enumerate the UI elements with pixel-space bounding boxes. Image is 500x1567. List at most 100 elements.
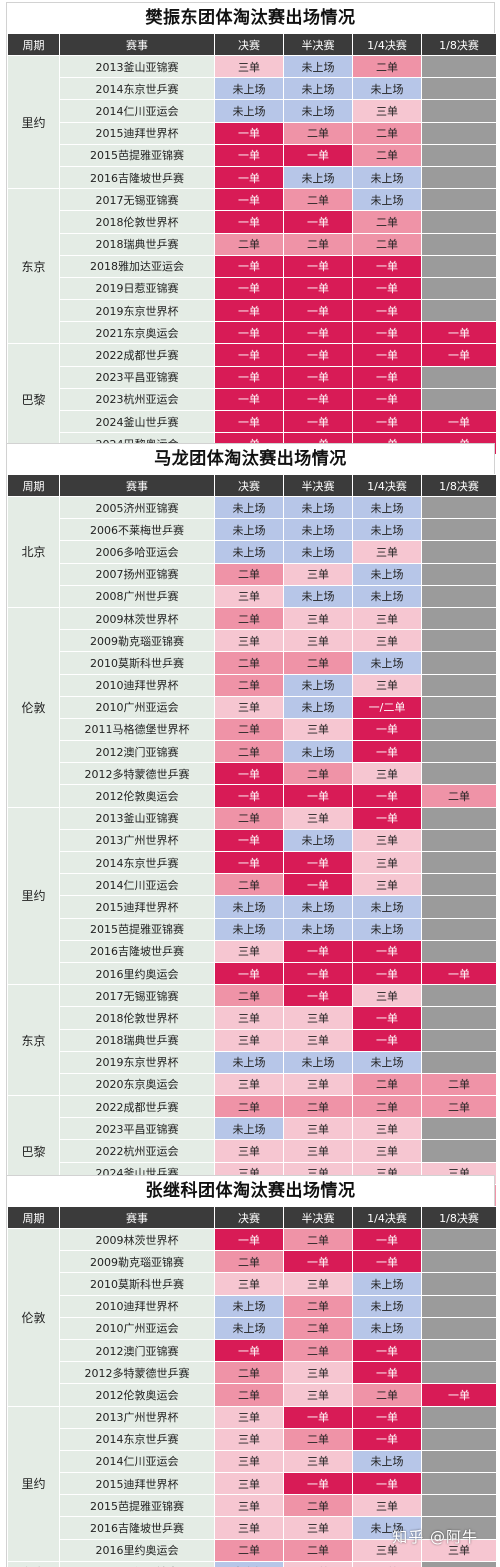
result-cell-quarter: 一单 — [352, 1361, 422, 1385]
table-row: 2012多特蒙德世乒赛 一单 二单 三单 — [8, 762, 497, 786]
result-cell-final: 未上场 — [214, 895, 284, 919]
table-row: 2014仁川亚运会 三单 三单 未上场 — [8, 1449, 497, 1474]
result-cell-quarter: 一/二单 — [352, 695, 422, 719]
result-cell-quarter: 一单 — [352, 1405, 422, 1429]
table-row: 2013广州世界杯 一单 未上场 三单 — [8, 828, 497, 853]
event-cell: 2023平昌亚锦赛 — [59, 365, 215, 389]
table-row: 2010广州亚运会 未上场 二单 未上场 — [8, 1316, 497, 1340]
result-cell-final: 未上场 — [214, 1117, 284, 1141]
result-cell-quarter: 三单 — [352, 629, 422, 653]
table-row: 2010迪拜世界杯 二单 未上场 三单 — [8, 673, 497, 697]
result-cell-r16 — [421, 1272, 497, 1296]
result-cell-semi: 二单 — [283, 1538, 353, 1562]
result-cell-r16 — [421, 121, 497, 145]
result-cell-quarter: 一单 — [352, 387, 422, 412]
table-row: 2022杭州亚运会 三单 三单 三单 — [8, 1139, 497, 1163]
column-header: 1/8决赛 — [421, 33, 497, 56]
table-row: 2021东京奥运会 一单 一单 一单 一单 — [8, 321, 497, 345]
column-header: 决赛 — [214, 474, 284, 497]
result-cell-r16 — [421, 828, 497, 853]
result-cell-quarter: 一单 — [352, 365, 422, 389]
result-cell-semi: 一单 — [283, 143, 353, 167]
period-cell: 里约 — [7, 806, 60, 986]
result-cell-r16 — [421, 873, 497, 897]
result-cell-final: 一单 — [214, 387, 284, 412]
result-cell-semi: 未上场 — [283, 695, 353, 719]
result-cell-r16 — [421, 850, 497, 875]
result-cell-r16 — [421, 584, 497, 608]
event-cell: 2006不莱梅世乒赛 — [59, 518, 215, 542]
result-cell-semi: 一单 — [283, 254, 353, 278]
result-cell-r16: 二单 — [421, 784, 497, 808]
result-cell-quarter: 未上场 — [352, 188, 422, 212]
result-cell-final: 一单 — [214, 343, 284, 367]
result-cell-quarter: 二单 — [352, 121, 422, 145]
result-cell-r16 — [421, 495, 497, 520]
column-header: 决赛 — [214, 1206, 284, 1229]
table-row: 2008广州世乒赛 三单 未上场 未上场 — [8, 584, 497, 608]
result-cell-final: 二单 — [214, 1095, 284, 1119]
header-row: 周期 赛事 决赛 半决赛 1/4决赛 1/8决赛 — [7, 474, 497, 497]
result-cell-r16 — [421, 1449, 497, 1474]
result-cell-final: 一单 — [214, 961, 284, 986]
result-cell-final: 一单 — [214, 784, 284, 808]
table-row: 2018雅加达亚运会 一单 一单 一单 — [8, 254, 497, 278]
result-cell-final: 三单 — [214, 1494, 284, 1518]
result-cell-semi: 未上场 — [283, 828, 353, 853]
event-cell: 2012澳门亚锦赛 — [59, 740, 215, 764]
result-cell-r16 — [421, 695, 497, 719]
table-row: 2007扬州亚锦赛 二单 三单 未上场 — [8, 562, 497, 586]
result-cell-quarter: 三单 — [352, 873, 422, 897]
result-cell-final: 未上场 — [214, 1294, 284, 1318]
table-row: 2012伦敦奥运会 二单 三单 二单 一单 — [8, 1383, 497, 1407]
result-cell-r16: 一单 — [421, 343, 497, 367]
result-cell-quarter: 未上场 — [352, 651, 422, 675]
table-row: 2011马格德堡世界杯 二单 三单 一单 — [8, 717, 497, 742]
table-row: 2016里约奥运会 二单 二单 三单 三单 — [8, 1538, 497, 1562]
section-title: 樊振东团体淘汰赛出场情况 — [7, 3, 494, 33]
result-cell-r16 — [421, 387, 497, 412]
event-cell: 2017无锡亚锦赛 — [59, 984, 215, 1008]
event-cell: 2015芭提雅亚锦赛 — [59, 917, 215, 941]
event-cell: 2013釜山亚锦赛 — [59, 806, 215, 830]
period-cell: 东京 — [7, 188, 60, 345]
result-cell-semi: 一单 — [283, 939, 353, 963]
result-cell-semi: 一单 — [283, 343, 353, 367]
result-cell-semi: 三单 — [283, 1516, 353, 1540]
table-row: 2018伦敦世界杯 一单 一单 二单 — [8, 210, 497, 234]
table-row: 2010莫斯科世乒赛 二单 二单 未上场 — [8, 651, 497, 675]
period-cell: 伦敦 — [7, 606, 60, 808]
event-cell: 2010莫斯科世乒赛 — [59, 651, 215, 675]
result-cell-final: 二单 — [214, 1361, 284, 1385]
table-row: 2018伦敦世界杯 三单 三单 一单 — [8, 1006, 497, 1030]
result-cell-quarter: 三单 — [352, 540, 422, 564]
result-cell-r16 — [421, 1427, 497, 1451]
table-row: 2016吉隆坡世乒赛 三单 一单 一单 — [8, 939, 497, 963]
table-row: 里约 2013釜山亚锦赛 三单 未上场 二单 — [7, 54, 497, 190]
result-cell-r16 — [421, 1472, 497, 1496]
result-cell-final: 未上场 — [214, 495, 284, 520]
event-cell: 2019东京世界杯 — [59, 1050, 215, 1074]
result-cell-quarter: 一单 — [352, 343, 422, 367]
event-cell: 2010广州亚运会 — [59, 1316, 215, 1340]
result-cell-r16 — [421, 232, 497, 256]
event-cell: 2019东京世界杯 — [59, 299, 215, 323]
result-cell-quarter: 未上场 — [352, 584, 422, 608]
event-cell: 2018伦敦世界杯 — [59, 1006, 215, 1030]
result-cell-final: 未上场 — [214, 917, 284, 941]
result-cell-semi: 三单 — [283, 629, 353, 653]
table-row: 2015迪拜世界杯 一单 二单 二单 — [8, 121, 497, 145]
result-cell-semi: 一单 — [283, 1250, 353, 1274]
result-cell-final: 二单 — [214, 1538, 284, 1562]
column-header: 半决赛 — [283, 1206, 353, 1229]
result-cell-semi: 三单 — [283, 1449, 353, 1474]
result-cell-quarter: 三单 — [352, 673, 422, 697]
column-header: 决赛 — [214, 33, 284, 56]
result-cell-final: 三单 — [214, 629, 284, 653]
result-cell-quarter: 一单 — [352, 1472, 422, 1496]
result-cell-quarter: 一单 — [352, 740, 422, 764]
result-cell-semi: 一单 — [283, 850, 353, 875]
result-cell-semi: 一单 — [283, 873, 353, 897]
table-row: 2015芭提雅亚锦赛 未上场 未上场 未上场 — [8, 917, 497, 941]
event-cell: 2013广州世界杯 — [59, 1405, 215, 1429]
